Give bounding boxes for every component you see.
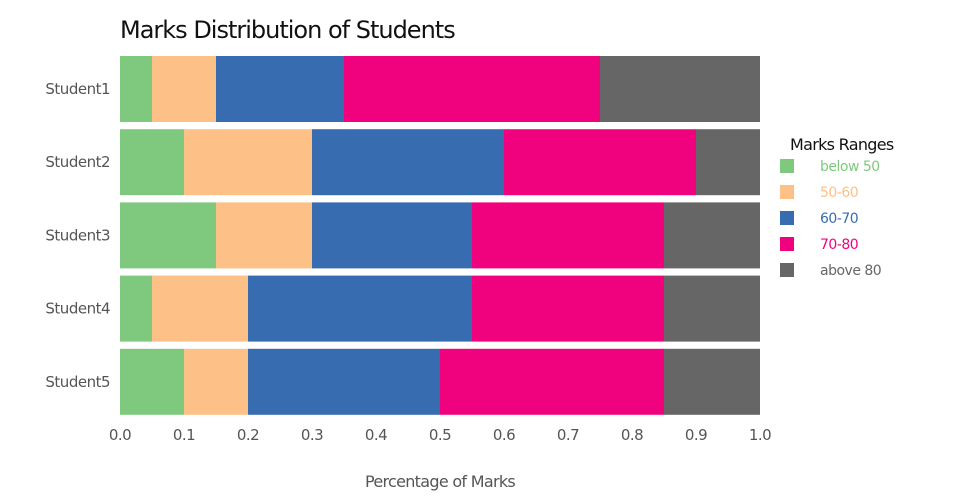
- bar-segment: [152, 56, 216, 122]
- x-axis-ticks: 0.0 0.1 0.2 0.3 0.4 0.5 0.6 0.7 0.8 0.9 1.0: [109, 426, 772, 444]
- bar-segment: [696, 129, 760, 196]
- x-tick-label: 0.5: [429, 426, 451, 444]
- bar-segment: [504, 129, 696, 196]
- bar-segment: [312, 129, 504, 196]
- category-label: Student2: [45, 153, 110, 171]
- x-tick-label: 0.1: [173, 426, 195, 444]
- bar-segment: [216, 202, 312, 269]
- bar-segment: [120, 202, 216, 269]
- bar-segment: [664, 348, 760, 415]
- bar-segment: [600, 56, 760, 122]
- legend-label: below 50: [820, 159, 880, 175]
- category-labels: Student1 Student2 Student3 Student4 Student5: [45, 80, 110, 391]
- x-tick-label: 0.6: [493, 426, 515, 444]
- bar-segment: [184, 348, 248, 415]
- legend-label: above 80: [820, 263, 881, 279]
- bar-segment: [184, 129, 312, 196]
- x-tick-label: 0.3: [301, 426, 323, 444]
- bar-segment: [248, 275, 472, 342]
- bar-segment: [152, 275, 248, 342]
- chart-title: Marks Distribution of Students: [120, 16, 455, 44]
- category-label: Student1: [45, 80, 110, 98]
- x-tick-label: 0.9: [685, 426, 707, 444]
- x-tick-label: 0.4: [365, 426, 387, 444]
- bar-segment: [472, 275, 664, 342]
- bar-segment: [664, 275, 760, 342]
- bar-segment: [664, 202, 760, 269]
- legend-label: 60-70: [820, 211, 858, 227]
- bar-segment: [344, 56, 600, 122]
- category-label: Student4: [45, 300, 110, 318]
- legend-title: Marks Ranges: [790, 135, 894, 154]
- bar-segment: [120, 129, 184, 196]
- bar-segment: [472, 202, 664, 269]
- bar-segment: [120, 348, 184, 415]
- legend-swatch: [780, 211, 794, 225]
- legend-swatch: [780, 185, 794, 199]
- x-tick-label: 1.0: [749, 426, 771, 444]
- bar-segment: [248, 348, 440, 415]
- bar-segment: [312, 202, 472, 269]
- legend-swatch: [780, 263, 794, 277]
- x-tick-label: 0.7: [557, 426, 579, 444]
- bar-segment: [120, 56, 152, 122]
- category-label: Student5: [45, 373, 110, 391]
- legend-label: 50-60: [820, 185, 858, 201]
- legend-swatch: [780, 159, 794, 173]
- legend-label: 70-80: [820, 237, 858, 253]
- legend: Marks Ranges below 50 50-60 60-70 70-80 abov…: [780, 135, 895, 279]
- x-tick-label: 0.0: [109, 426, 131, 444]
- bars-group: [120, 56, 760, 415]
- bar-segment: [216, 56, 344, 122]
- legend-swatch: [780, 237, 794, 251]
- x-tick-label: 0.2: [237, 426, 259, 444]
- bar-segment: [440, 348, 664, 415]
- bar-segment: [120, 275, 152, 342]
- category-label: Student3: [45, 226, 110, 244]
- x-tick-label: 0.8: [621, 426, 643, 444]
- x-axis-title: Percentage of Marks: [365, 472, 515, 491]
